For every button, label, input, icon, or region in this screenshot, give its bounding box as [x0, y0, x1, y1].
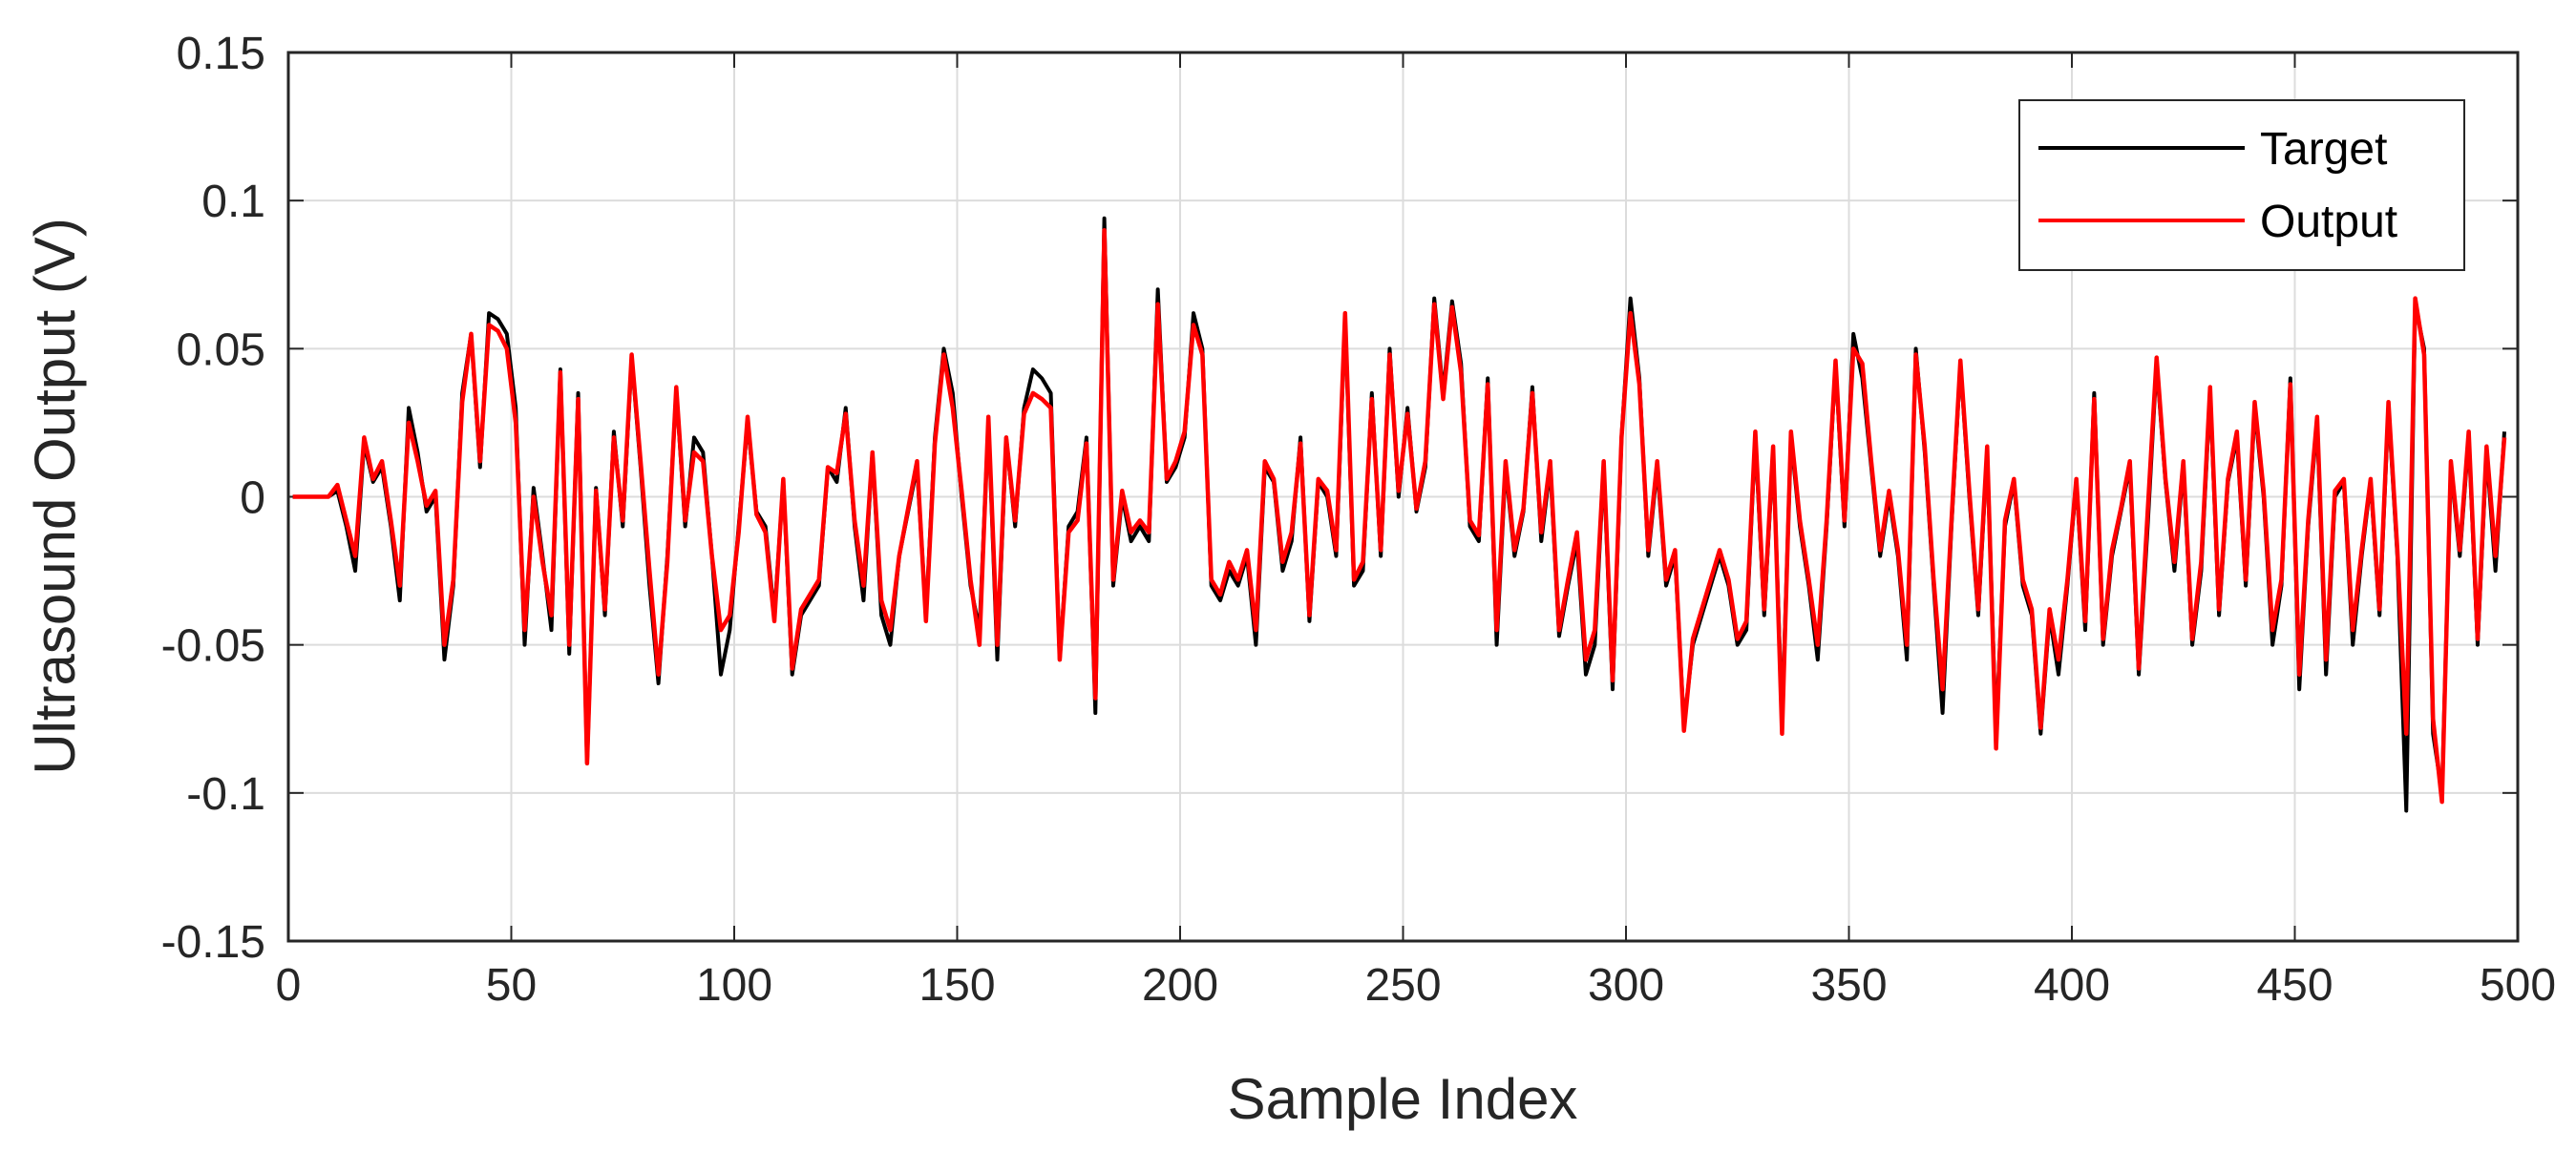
legend-label: Output: [2260, 197, 2397, 247]
x-tick-label: 400: [2034, 960, 2110, 1011]
x-tick-label: 450: [2256, 960, 2333, 1011]
x-tick-label: 300: [1588, 960, 1664, 1011]
y-tick-label: -0.05: [161, 621, 265, 672]
x-axis-label: Sample Index: [1228, 1067, 1578, 1131]
y-tick-label: 0: [240, 473, 265, 524]
x-tick-label: 0: [276, 960, 302, 1011]
plot-frame: [286, 51, 2520, 943]
x-tick-label: 50: [486, 960, 537, 1011]
x-tick-label: 500: [2480, 960, 2556, 1011]
legend: Target Output: [2018, 99, 2465, 271]
y-tick-label: 0.05: [177, 324, 265, 375]
legend-box: [2018, 99, 2465, 271]
y-tick-label: 0.15: [177, 29, 265, 79]
y-tick-label: 0.1: [201, 177, 265, 227]
y-tick-label: -0.15: [161, 917, 265, 968]
y-axis-label: Ultrasound Output (V): [23, 218, 87, 775]
x-tick-label: 200: [1142, 960, 1218, 1011]
x-tick-label: 250: [1364, 960, 1441, 1011]
x-tick-label: 150: [918, 960, 995, 1011]
x-tick-label: 100: [696, 960, 772, 1011]
legend-label: Target: [2260, 124, 2387, 175]
y-tick-label: -0.1: [186, 769, 265, 820]
x-tick-label: 350: [1810, 960, 1887, 1011]
data-line: [292, 227, 2507, 805]
